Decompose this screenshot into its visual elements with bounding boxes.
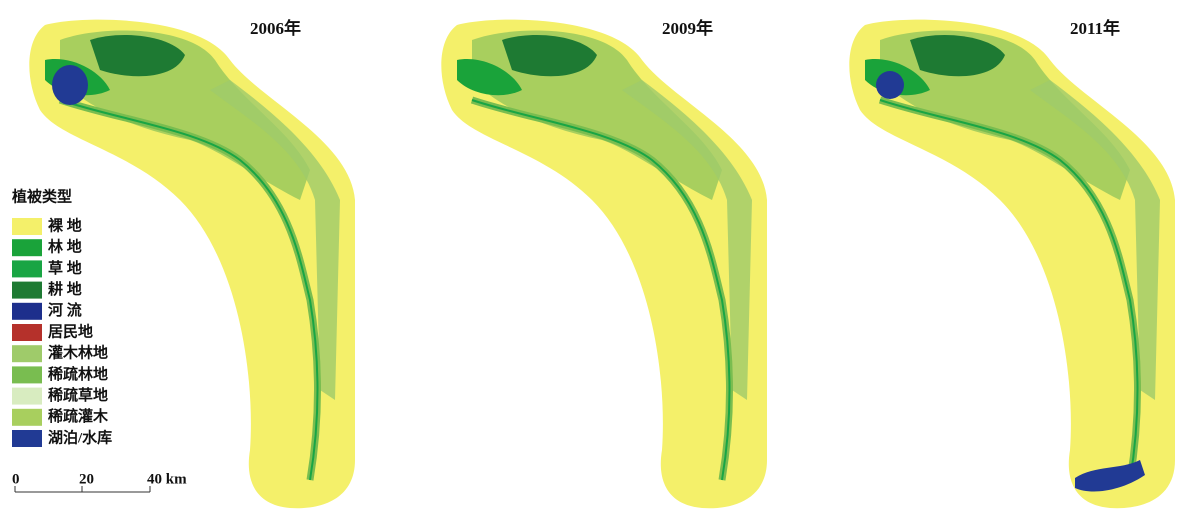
map-panel: 2009年: [441, 18, 767, 508]
legend-label: 稀疏灌木: [48, 407, 109, 425]
panel-title: 2009年: [662, 18, 713, 38]
legend-label: 稀疏草地: [48, 386, 108, 404]
lake: [876, 71, 904, 99]
legend-label: 灌木林地: [48, 344, 108, 362]
panel-title: 2011年: [1070, 18, 1120, 38]
legend-swatch: [12, 324, 42, 341]
legend-swatch: [12, 388, 42, 405]
legend-swatch: [12, 409, 42, 426]
scale-label: 40 km: [147, 471, 187, 487]
legend-title: 植被类型: [12, 187, 72, 205]
legend-swatch: [12, 345, 42, 362]
legend-swatch: [12, 282, 42, 299]
legend-swatch: [12, 239, 42, 256]
legend-swatch: [12, 260, 42, 277]
legend-swatch: [12, 303, 42, 320]
panel-title: 2006年: [250, 18, 301, 38]
figure: 2006年 2009年 2011年植被类型裸 地林 地草 地耕 地河 流居民地灌木林…: [0, 0, 1178, 524]
legend-label: 裸 地: [48, 216, 82, 234]
legend-label: 稀疏林地: [48, 365, 108, 383]
legend-label: 河 流: [48, 301, 82, 319]
legend-swatch: [12, 366, 42, 383]
legend-swatch: [12, 218, 42, 235]
legend-label: 林 地: [48, 238, 82, 256]
legend-swatch: [12, 430, 42, 447]
map-panel: 2011年: [849, 18, 1175, 508]
legend-label: 耕 地: [48, 280, 82, 298]
scale-label: 0: [12, 471, 20, 487]
legend-label: 草 地: [48, 259, 82, 277]
scale-label: 20: [79, 471, 94, 487]
lake: [52, 65, 88, 105]
legend-label: 居民地: [48, 322, 93, 340]
legend-label: 湖泊/水库: [48, 428, 112, 446]
